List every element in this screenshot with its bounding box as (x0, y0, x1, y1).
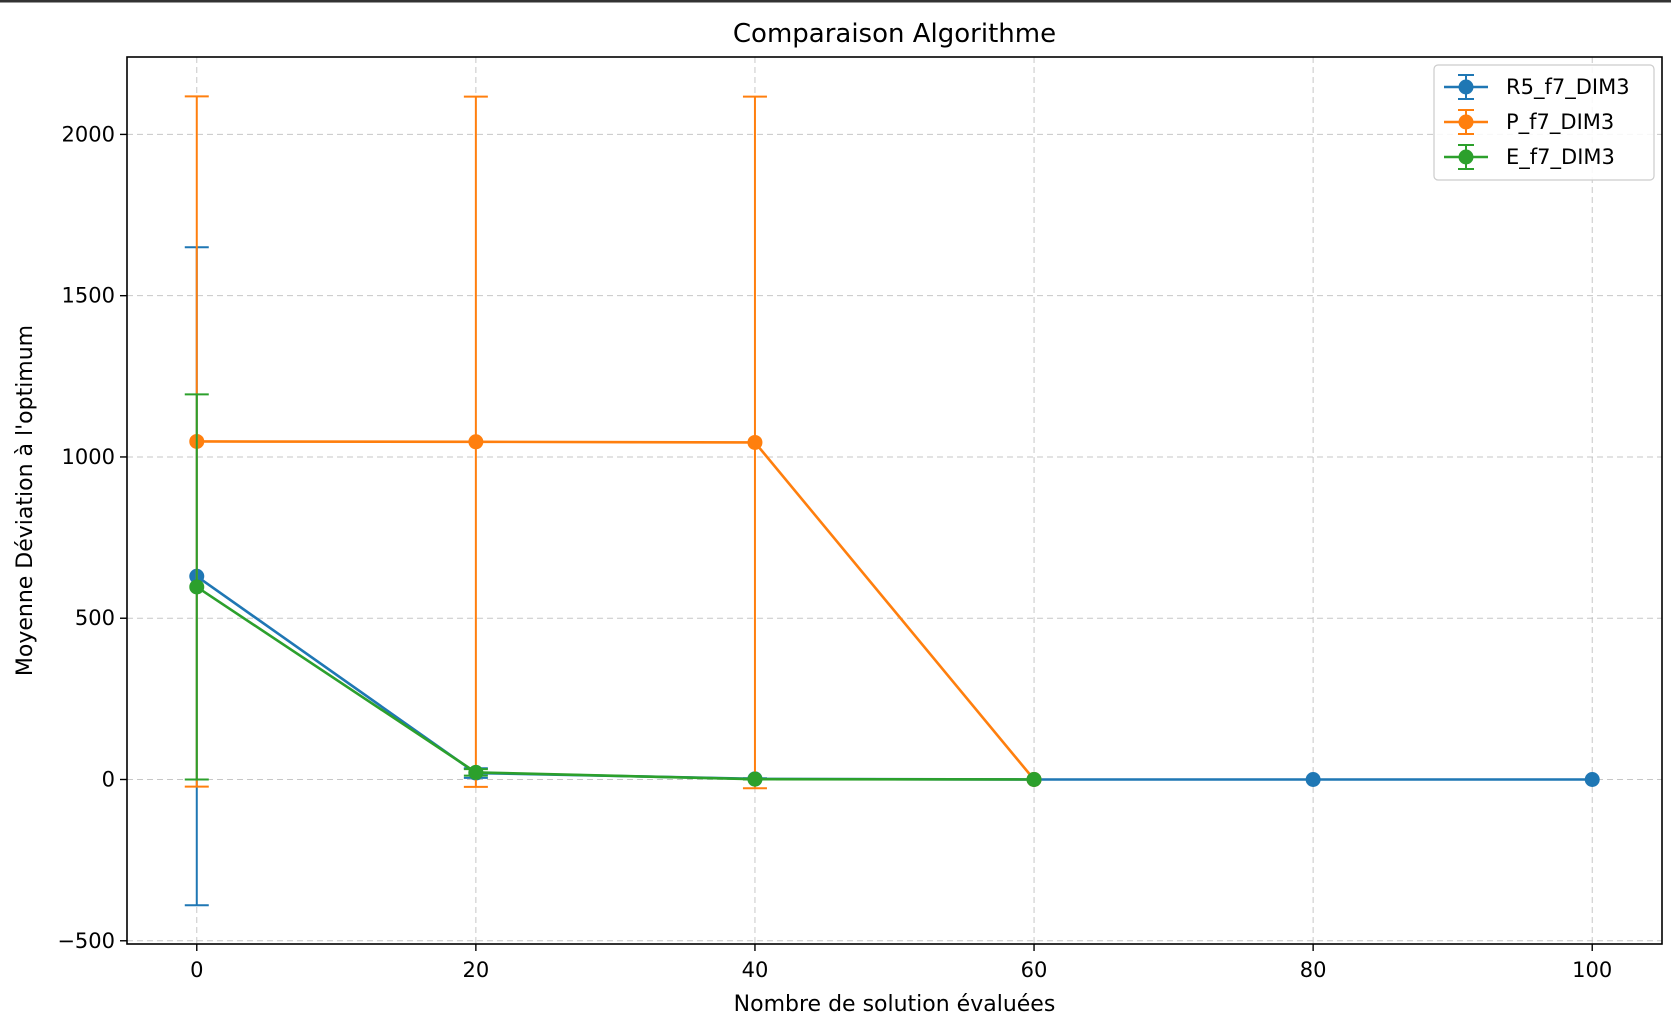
series-line (196, 440, 1036, 781)
data-point (1305, 772, 1321, 788)
data-point (747, 771, 763, 787)
y-tick-label: 2000 (62, 122, 115, 146)
data-point (468, 434, 484, 450)
x-axis-label: Nombre de solution évaluées (734, 992, 1056, 1017)
series-line (196, 575, 1593, 781)
legend-marker (1458, 149, 1474, 165)
legend-label: E_f7_DIM3 (1506, 145, 1615, 170)
chart-title: Comparaison Algorithme (733, 19, 1056, 49)
legend-label: R5_f7_DIM3 (1506, 75, 1630, 100)
legend-box (1433, 64, 1655, 181)
legend-label: P_f7_DIM3 (1506, 110, 1614, 135)
legend: R5_f7_DIM3 P_f7_DIM3 E_f7_DIM3 (1433, 64, 1655, 181)
series-E_f7_DIM3 (184, 393, 1042, 788)
data-point (1026, 772, 1042, 788)
y-tick-label: 1000 (62, 445, 115, 469)
series-line (196, 585, 1035, 781)
axis-ticks: 0 20 40 60 80 100 −500 0 500 1000 1500 2000 (57, 122, 1612, 982)
legend-marker (1458, 114, 1474, 130)
data-point (468, 764, 484, 780)
x-tick-label: 60 (1021, 958, 1048, 982)
x-tick-label: 100 (1572, 958, 1612, 982)
series-P_f7_DIM3 (184, 95, 1042, 790)
y-tick-label: 1500 (62, 284, 115, 308)
y-axis-label: Moyenne Déviation à l'optimum (13, 325, 38, 676)
y-tick-label: 500 (75, 606, 115, 630)
grid (127, 57, 1662, 944)
legend-marker (1458, 79, 1474, 95)
x-tick-label: 0 (190, 958, 203, 982)
data-point (1584, 772, 1600, 788)
series-R5_f7_DIM3 (184, 246, 1600, 907)
x-tick-label: 80 (1300, 958, 1327, 982)
data-point (747, 434, 763, 450)
y-tick-label: −500 (57, 929, 115, 953)
x-tick-label: 40 (742, 958, 769, 982)
series-group (184, 95, 1600, 907)
y-tick-label: 0 (102, 768, 115, 792)
x-tick-label: 20 (462, 958, 489, 982)
plot-frame (126, 56, 1663, 945)
data-point (189, 579, 205, 595)
